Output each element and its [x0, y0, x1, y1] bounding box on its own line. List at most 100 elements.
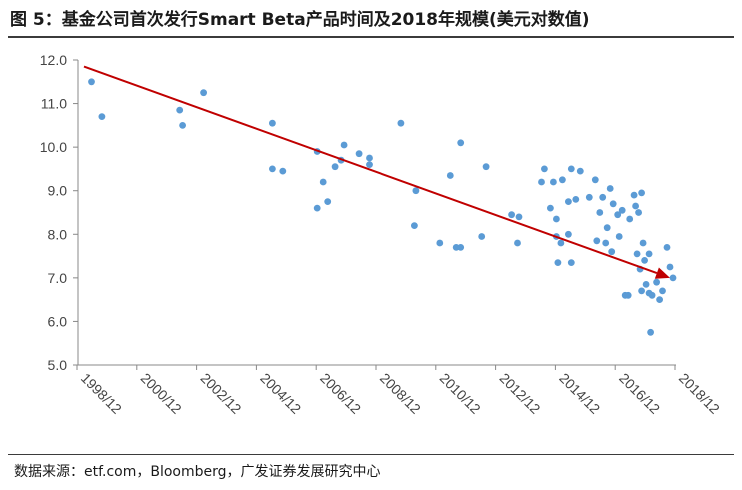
- data-point: [593, 237, 601, 245]
- x-tick-label: 2014/12: [556, 370, 603, 417]
- data-point: [340, 141, 348, 149]
- data-point: [599, 193, 607, 201]
- data-point: [554, 259, 562, 266]
- data-point: [618, 206, 626, 214]
- data-point: [624, 291, 632, 299]
- data-point: [331, 163, 339, 171]
- data-point: [515, 213, 523, 221]
- data-point: [606, 185, 614, 192]
- data-point: [630, 191, 638, 199]
- x-tick-label: 2008/12: [377, 370, 424, 417]
- x-tick-label: 2002/12: [197, 370, 244, 417]
- y-tick-label: 10.0: [40, 139, 67, 155]
- data-point: [446, 172, 454, 179]
- data-point: [638, 287, 645, 295]
- data-point: [591, 176, 599, 184]
- data-point: [538, 178, 545, 186]
- data-point: [656, 296, 663, 303]
- data-point: [541, 165, 548, 173]
- data-point: [635, 209, 642, 216]
- data-point: [602, 239, 610, 247]
- data-point: [565, 198, 572, 206]
- y-tick-labels: 5.0 6.0 7.0 8.0 9.0 10.0 11.0 12.0: [40, 52, 78, 373]
- x-tick-label: 2004/12: [257, 370, 304, 417]
- data-point: [642, 281, 650, 288]
- data-point: [557, 239, 565, 247]
- y-tick-label: 11.0: [41, 96, 67, 112]
- x-tick-label: 2018/12: [676, 370, 723, 417]
- data-point: [585, 193, 593, 201]
- data-point: [98, 113, 106, 120]
- x-tick-label: 1998/12: [78, 370, 125, 417]
- data-point: [641, 257, 648, 264]
- x-tick-label: 2016/12: [616, 370, 663, 417]
- data-point: [576, 167, 584, 175]
- y-tick-label: 5.0: [48, 357, 68, 373]
- data-point: [669, 274, 677, 282]
- chart-axes: [77, 60, 676, 366]
- chart-title: 图 5：基金公司首次发行Smart Beta产品时间及2018年规模(美元对数值…: [10, 10, 590, 30]
- x-tick-labels: 1998/12 2000/12 2002/12 2004/12 2006/12 2008/…: [76, 365, 723, 417]
- data-point: [567, 259, 575, 266]
- data-point: [615, 233, 623, 240]
- data-point: [269, 119, 276, 127]
- data-point: [324, 198, 332, 206]
- data-point: [559, 176, 566, 184]
- data-point: [639, 239, 647, 247]
- x-tick-label: 2000/12: [138, 370, 185, 417]
- data-point: [200, 89, 208, 97]
- y-tick-label: 9.0: [48, 183, 68, 199]
- data-point: [482, 163, 490, 171]
- data-point: [547, 204, 554, 212]
- data-point: [626, 215, 634, 223]
- data-point: [550, 178, 557, 186]
- data-point: [603, 224, 611, 232]
- data-point: [457, 244, 465, 251]
- data-point: [608, 248, 616, 256]
- y-tick-label: 6.0: [48, 313, 68, 329]
- data-point: [565, 230, 572, 238]
- data-point: [279, 167, 287, 175]
- data-point: [647, 328, 654, 336]
- data-point: [269, 165, 276, 173]
- x-tick-label: 2012/12: [496, 370, 543, 417]
- trend-line: [83, 65, 658, 275]
- data-point: [319, 178, 327, 186]
- data-point: [666, 263, 674, 271]
- data-point: [638, 189, 645, 197]
- title-divider: [8, 36, 734, 38]
- data-point: [412, 187, 420, 195]
- data-point: [614, 211, 622, 219]
- data-point: [411, 222, 418, 230]
- data-source-note: 数据来源：etf.com，Bloomberg，广发证券发展研究中心: [14, 464, 381, 480]
- data-point: [457, 139, 465, 147]
- data-point: [633, 250, 641, 258]
- y-tick-label: 8.0: [48, 226, 68, 242]
- scatter-chart: 5.0 6.0 7.0 8.0 9.0 10.0 11.0 12.0 1998/12 2000/…: [40, 52, 723, 417]
- x-tick-label: 2006/12: [317, 370, 364, 417]
- data-point: [653, 278, 660, 286]
- data-point: [508, 211, 515, 219]
- trend-arrow: [83, 65, 670, 279]
- data-point: [645, 250, 653, 258]
- data-point: [179, 122, 187, 129]
- data-points: [88, 78, 677, 336]
- data-point: [313, 204, 321, 212]
- source-divider: [8, 454, 734, 455]
- y-tick-label: 12.0: [40, 52, 67, 68]
- data-point: [663, 244, 671, 251]
- trend-arrowhead: [654, 267, 670, 279]
- data-point: [553, 215, 560, 223]
- data-point: [572, 196, 580, 203]
- data-point: [176, 106, 184, 114]
- data-point: [366, 154, 373, 162]
- data-point: [366, 161, 373, 169]
- data-point: [567, 165, 575, 173]
- data-point: [355, 150, 363, 158]
- data-point: [632, 202, 639, 210]
- data-point: [659, 287, 666, 295]
- data-point: [88, 78, 95, 86]
- data-point: [648, 291, 656, 299]
- data-point: [514, 239, 521, 247]
- data-point: [609, 200, 617, 208]
